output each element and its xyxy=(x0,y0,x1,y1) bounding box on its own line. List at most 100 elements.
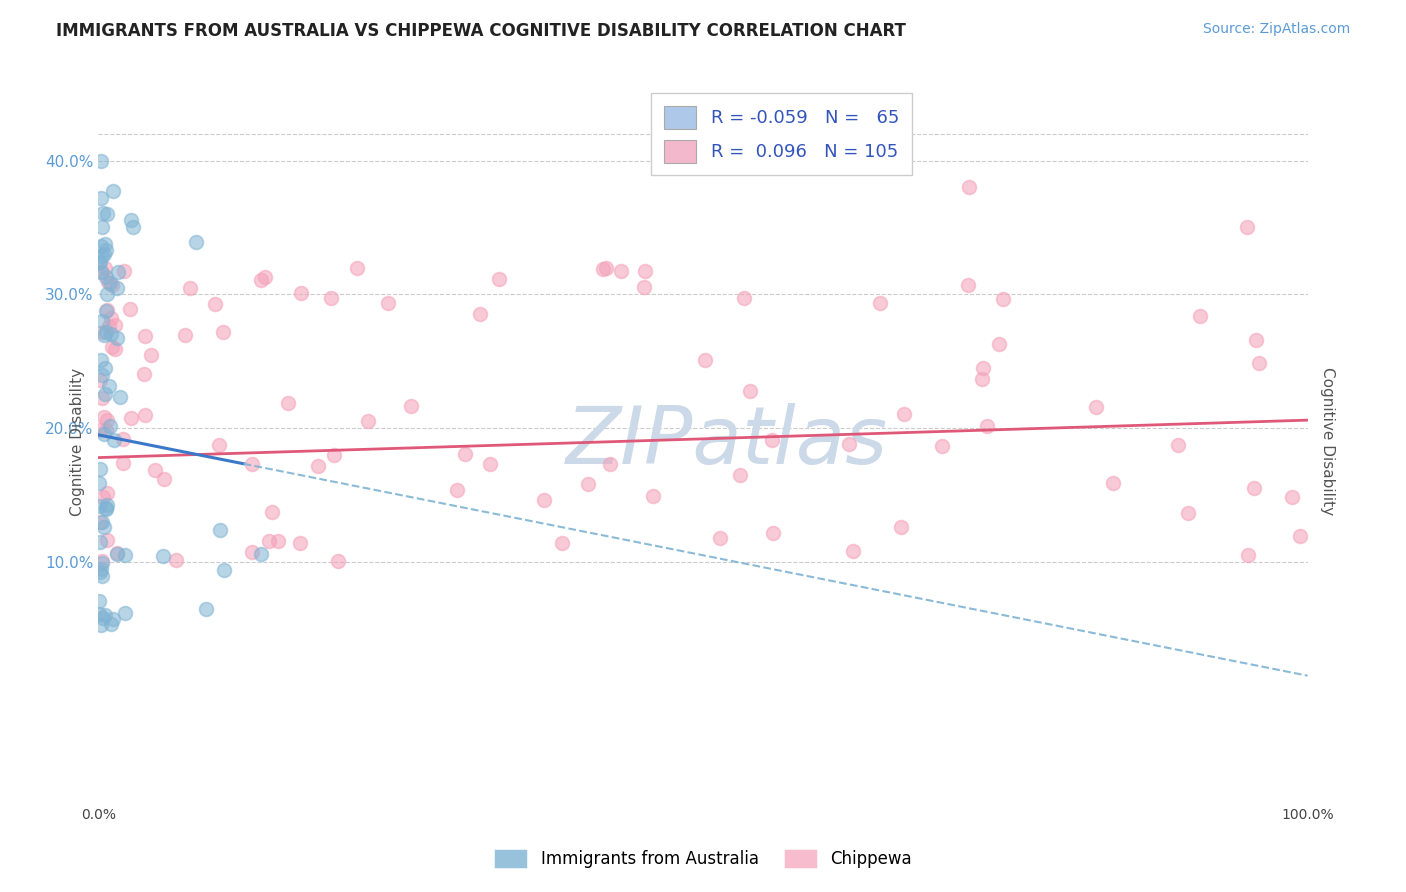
Point xyxy=(94,500,117,515)
Point xyxy=(931,439,953,453)
Point xyxy=(105,547,128,561)
Point xyxy=(377,296,399,310)
Point xyxy=(90,220,112,235)
Point xyxy=(93,236,115,251)
Point xyxy=(592,261,614,276)
Point xyxy=(94,608,117,623)
Point xyxy=(100,327,122,342)
Point xyxy=(266,533,288,548)
Point xyxy=(1084,400,1107,414)
Point xyxy=(208,438,231,452)
Point xyxy=(100,617,122,632)
Point xyxy=(101,340,124,354)
Point xyxy=(987,337,1010,351)
Point xyxy=(738,384,761,398)
Point xyxy=(90,239,112,253)
Point xyxy=(357,414,380,428)
Point xyxy=(479,457,502,471)
Point xyxy=(709,531,731,545)
Point xyxy=(91,611,114,625)
Point xyxy=(120,302,142,317)
Point xyxy=(260,505,283,519)
Point xyxy=(454,446,477,460)
Point xyxy=(96,287,118,301)
Point xyxy=(87,607,110,621)
Text: ZIPatlas: ZIPatlas xyxy=(567,402,889,481)
Point xyxy=(97,276,120,290)
Point xyxy=(94,244,117,258)
Point xyxy=(91,325,114,339)
Point xyxy=(96,303,118,318)
Point xyxy=(103,434,125,448)
Point xyxy=(93,520,115,534)
Point xyxy=(104,342,127,356)
Point xyxy=(762,526,785,541)
Point xyxy=(90,249,112,263)
Point xyxy=(184,235,207,249)
Point xyxy=(93,426,115,441)
Point xyxy=(87,475,110,490)
Point xyxy=(730,467,752,482)
Point xyxy=(90,391,112,405)
Point xyxy=(121,219,143,234)
Point xyxy=(107,265,129,279)
Point xyxy=(98,419,121,434)
Point xyxy=(399,399,422,413)
Point xyxy=(120,411,142,425)
Point xyxy=(134,408,156,422)
Point xyxy=(869,296,891,310)
Point xyxy=(96,485,118,500)
Point xyxy=(208,523,231,537)
Point xyxy=(1236,220,1258,235)
Point xyxy=(1102,476,1125,491)
Point xyxy=(96,533,118,548)
Point xyxy=(254,269,277,284)
Point xyxy=(141,348,163,362)
Point xyxy=(90,618,112,632)
Point xyxy=(993,292,1015,306)
Point xyxy=(96,502,118,516)
Point xyxy=(326,554,349,568)
Point xyxy=(96,325,118,339)
Point xyxy=(100,277,122,292)
Point xyxy=(1237,548,1260,562)
Point xyxy=(957,180,980,194)
Point xyxy=(91,556,114,570)
Point xyxy=(96,270,118,285)
Point xyxy=(91,206,114,220)
Point xyxy=(733,291,755,305)
Point xyxy=(179,281,201,295)
Point xyxy=(89,373,111,387)
Point xyxy=(890,520,912,534)
Point xyxy=(90,153,112,168)
Legend: Immigrants from Australia, Chippewa: Immigrants from Australia, Chippewa xyxy=(488,842,918,875)
Point xyxy=(1247,356,1270,370)
Point xyxy=(93,386,115,401)
Point xyxy=(87,594,110,608)
Point xyxy=(578,476,600,491)
Point xyxy=(1189,309,1212,323)
Point xyxy=(277,396,299,410)
Point xyxy=(1177,506,1199,520)
Point xyxy=(96,498,118,512)
Point xyxy=(96,413,118,427)
Point xyxy=(595,260,617,275)
Point xyxy=(98,379,121,393)
Point xyxy=(550,535,572,549)
Point xyxy=(90,515,112,529)
Point xyxy=(841,544,863,558)
Point xyxy=(89,534,111,549)
Point xyxy=(94,361,117,376)
Point xyxy=(101,184,124,198)
Point xyxy=(152,472,174,486)
Point xyxy=(105,331,128,345)
Point xyxy=(111,456,134,470)
Point xyxy=(134,329,156,343)
Point xyxy=(90,265,112,279)
Point xyxy=(693,353,716,368)
Point xyxy=(104,318,127,332)
Point xyxy=(257,534,280,549)
Y-axis label: Cognitive Disability: Cognitive Disability xyxy=(69,368,84,516)
Point xyxy=(89,462,111,476)
Point xyxy=(96,423,118,437)
